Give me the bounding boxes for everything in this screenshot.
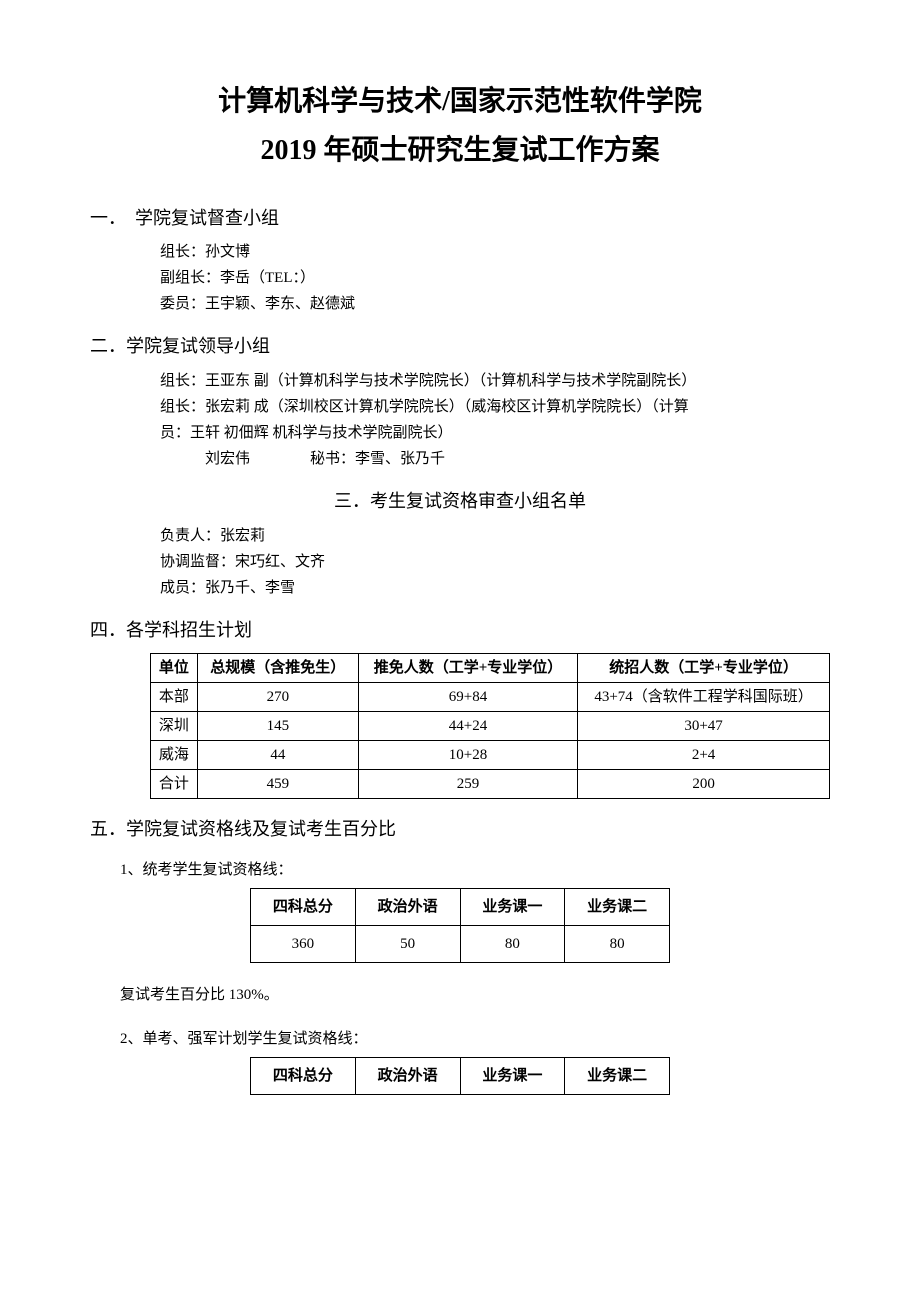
cell: 威海	[151, 740, 198, 769]
sec1-line: 组长：孙文博	[160, 240, 830, 264]
doc-title-line1: 计算机科学与技术/国家示范性软件学院	[90, 80, 830, 125]
col-total: 总规模（含推免生）	[197, 653, 358, 682]
cell: 360	[251, 925, 356, 962]
cell: 50	[355, 925, 460, 962]
sec3-line: 负责人：张宏莉	[160, 524, 830, 548]
enrollment-plan-table: 单位 总规模（含推免生） 推免人数（工学+专业学位） 统招人数（工学+专业学位）…	[150, 653, 830, 799]
sec2-line: 刘宏伟 秘书：李雪、张乃千	[160, 447, 830, 471]
percentage-note: 复试考生百分比 130%。	[120, 983, 830, 1007]
section3-heading: 三．考生复试资格审查小组名单	[90, 487, 830, 516]
col-politics-fl: 政治外语	[355, 888, 460, 925]
section1-heading: 一． 学院复试督查小组	[90, 204, 830, 233]
score-line-table-1: 四科总分 政治外语 业务课一 业务课二 360 50 80 80	[250, 888, 670, 963]
col-tuimian: 推免人数（工学+专业学位）	[358, 653, 577, 682]
cell: 44	[197, 740, 358, 769]
sec2-line: 组长：张宏莉 成（深圳校区计算机学院院长）（威海校区计算机学院院长）（计算	[160, 395, 830, 419]
sec1-line: 副组长：李岳（TEL：）	[160, 266, 830, 290]
score-line-table-2: 四科总分 政治外语 业务课一 业务课二	[250, 1057, 670, 1095]
cell: 69+84	[358, 682, 577, 711]
col-unit: 单位	[151, 653, 198, 682]
col-course2: 业务课二	[565, 888, 670, 925]
cell: 43+74（含软件工程学科国际班）	[578, 682, 830, 711]
col-total-score: 四科总分	[251, 1057, 356, 1094]
sec1-line: 委员：王宇颖、李东、赵德斌	[160, 292, 830, 316]
sec3-line: 协调监督：宋巧红、文齐	[160, 550, 830, 574]
table-header-row: 四科总分 政治外语 业务课一 业务课二	[251, 888, 670, 925]
cell: 200	[578, 769, 830, 798]
col-tongzhao: 统招人数（工学+专业学位）	[578, 653, 830, 682]
col-total-score: 四科总分	[251, 888, 356, 925]
table-row: 360 50 80 80	[251, 925, 670, 962]
sec5-sub2-label: 2、单考、强军计划学生复试资格线：	[120, 1027, 830, 1051]
col-course2: 业务课二	[565, 1057, 670, 1094]
cell: 合计	[151, 769, 198, 798]
sec3-line: 成员：张乃千、李雪	[160, 576, 830, 600]
doc-title-line2: 2019 年硕士研究生复试工作方案	[90, 129, 830, 174]
sec5-sub1-label: 1、统考学生复试资格线：	[120, 858, 830, 882]
section2-body: 组长：王亚东 副（计算机科学与技术学院院长）（计算机科学与技术学院副院长） 组长…	[160, 369, 830, 471]
col-politics-fl: 政治外语	[355, 1057, 460, 1094]
cell: 深圳	[151, 711, 198, 740]
cell: 本部	[151, 682, 198, 711]
cell: 459	[197, 769, 358, 798]
col-course1: 业务课一	[460, 888, 565, 925]
table-row: 合计 459 259 200	[151, 769, 830, 798]
cell: 2+4	[578, 740, 830, 769]
sec2-line: 员：王轩 初佃辉 机科学与技术学院副院长）	[160, 421, 830, 445]
cell: 80	[565, 925, 670, 962]
cell: 44+24	[358, 711, 577, 740]
cell: 80	[460, 925, 565, 962]
table-header-row: 单位 总规模（含推免生） 推免人数（工学+专业学位） 统招人数（工学+专业学位）	[151, 653, 830, 682]
sec2-line: 组长：王亚东 副（计算机科学与技术学院院长）（计算机科学与技术学院副院长）	[160, 369, 830, 393]
table-row: 威海 44 10+28 2+4	[151, 740, 830, 769]
section5-heading: 五．学院复试资格线及复试考生百分比	[90, 815, 830, 844]
cell: 259	[358, 769, 577, 798]
section4-heading: 四．各学科招生计划	[90, 616, 830, 645]
cell: 270	[197, 682, 358, 711]
section2-heading: 二．学院复试领导小组	[90, 332, 830, 361]
section1-body: 组长：孙文博 副组长：李岳（TEL：） 委员：王宇颖、李东、赵德斌	[160, 240, 830, 316]
table-row: 本部 270 69+84 43+74（含软件工程学科国际班）	[151, 682, 830, 711]
cell: 145	[197, 711, 358, 740]
table-row: 深圳 145 44+24 30+47	[151, 711, 830, 740]
table-header-row: 四科总分 政治外语 业务课一 业务课二	[251, 1057, 670, 1094]
cell: 10+28	[358, 740, 577, 769]
section3-body: 负责人：张宏莉 协调监督：宋巧红、文齐 成员：张乃千、李雪	[160, 524, 830, 600]
col-course1: 业务课一	[460, 1057, 565, 1094]
cell: 30+47	[578, 711, 830, 740]
